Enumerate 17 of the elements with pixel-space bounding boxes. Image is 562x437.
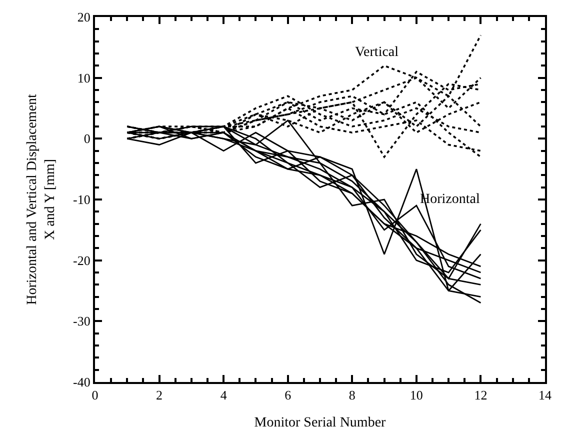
y-tick-label: -40 [73, 374, 90, 390]
y-tick-label: -20 [73, 252, 90, 268]
y-tick-label: 10 [77, 70, 90, 86]
x-tick-label: 12 [474, 388, 488, 403]
annotation: Vertical [355, 45, 399, 60]
x-tick-label: 2 [156, 388, 163, 403]
x-tick-label: 4 [220, 388, 228, 403]
x-tick-label: 14 [538, 388, 552, 403]
x-tick-label: 6 [284, 388, 292, 403]
y-tick-label: -30 [73, 314, 90, 329]
x-axis-title: Monitor Serial Number [254, 415, 386, 430]
y-tick-label: 0 [84, 131, 90, 146]
y-axis-title: Horizontal and Vertical Displacement X and Y [mm] [24, 94, 58, 305]
y-tick-label: 20 [77, 10, 90, 25]
y-tick-label: -10 [73, 192, 90, 208]
x-tick-label: 8 [348, 388, 356, 403]
x-tick-label: 10 [410, 388, 423, 403]
